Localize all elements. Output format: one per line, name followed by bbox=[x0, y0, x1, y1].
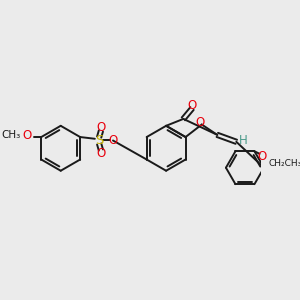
Text: O: O bbox=[258, 150, 267, 163]
Text: O: O bbox=[188, 99, 197, 112]
Text: O: O bbox=[108, 134, 118, 147]
Text: O: O bbox=[195, 116, 205, 129]
Text: CH₃: CH₃ bbox=[1, 130, 20, 140]
Text: O: O bbox=[96, 147, 106, 160]
Text: O: O bbox=[96, 121, 106, 134]
Text: S: S bbox=[95, 134, 103, 147]
Text: O: O bbox=[23, 129, 32, 142]
Text: CH₂CH₃: CH₂CH₃ bbox=[268, 159, 300, 168]
Text: H: H bbox=[239, 134, 248, 147]
